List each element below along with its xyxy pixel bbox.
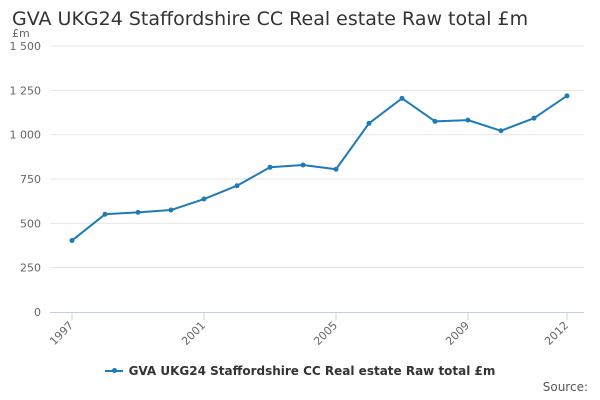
data-point[interactable]	[102, 211, 108, 217]
x-axis-tick-labels: 1997 2001 2005 2009 2012	[47, 319, 571, 348]
y-tick-label: 1 500	[10, 40, 42, 53]
x-tick-label: 2012	[542, 319, 571, 348]
legend-series-label: GVA UKG24 Staffordshire CC Real estate R…	[128, 364, 496, 378]
legend[interactable]: GVA UKG24 Staffordshire CC Real estate R…	[0, 364, 600, 378]
data-point[interactable]	[135, 209, 141, 215]
y-axis-tick-labels: 0 250 500 750 1 000 1 250 1 500	[10, 40, 42, 319]
data-point[interactable]	[399, 95, 405, 101]
y-tick-label: 500	[20, 217, 41, 230]
y-tick-label: 1 250	[10, 84, 42, 97]
x-tick-label: 2001	[179, 319, 208, 348]
gridlines	[50, 45, 584, 269]
x-tick-label: 2005	[311, 319, 340, 348]
data-point[interactable]	[498, 128, 504, 134]
y-tick-label: 0	[34, 306, 41, 319]
data-point[interactable]	[465, 117, 471, 123]
source-label: Source:	[542, 380, 588, 394]
data-point[interactable]	[267, 164, 273, 170]
data-point[interactable]	[234, 183, 240, 189]
series-line	[71, 95, 568, 242]
x-tick-label: 1997	[47, 319, 76, 348]
data-point[interactable]	[564, 93, 570, 99]
y-tick-label: 250	[20, 262, 41, 275]
y-tick-label: 1 000	[10, 129, 42, 142]
data-point[interactable]	[432, 118, 438, 124]
y-axis-unit-label: £m	[12, 27, 30, 40]
x-tick-label: 2009	[443, 319, 472, 348]
legend-line-marker-icon	[104, 366, 123, 376]
chart-title: GVA UKG24 Staffordshire CC Real estate R…	[12, 8, 529, 30]
x-axis	[50, 312, 584, 320]
data-point[interactable]	[333, 166, 339, 172]
data-point[interactable]	[201, 196, 207, 202]
data-point[interactable]	[168, 207, 174, 213]
data-point[interactable]	[366, 120, 372, 126]
data-point[interactable]	[300, 162, 306, 168]
series-group	[69, 93, 570, 244]
data-point[interactable]	[531, 115, 537, 121]
data-point[interactable]	[69, 238, 75, 244]
y-tick-label: 750	[20, 173, 41, 186]
